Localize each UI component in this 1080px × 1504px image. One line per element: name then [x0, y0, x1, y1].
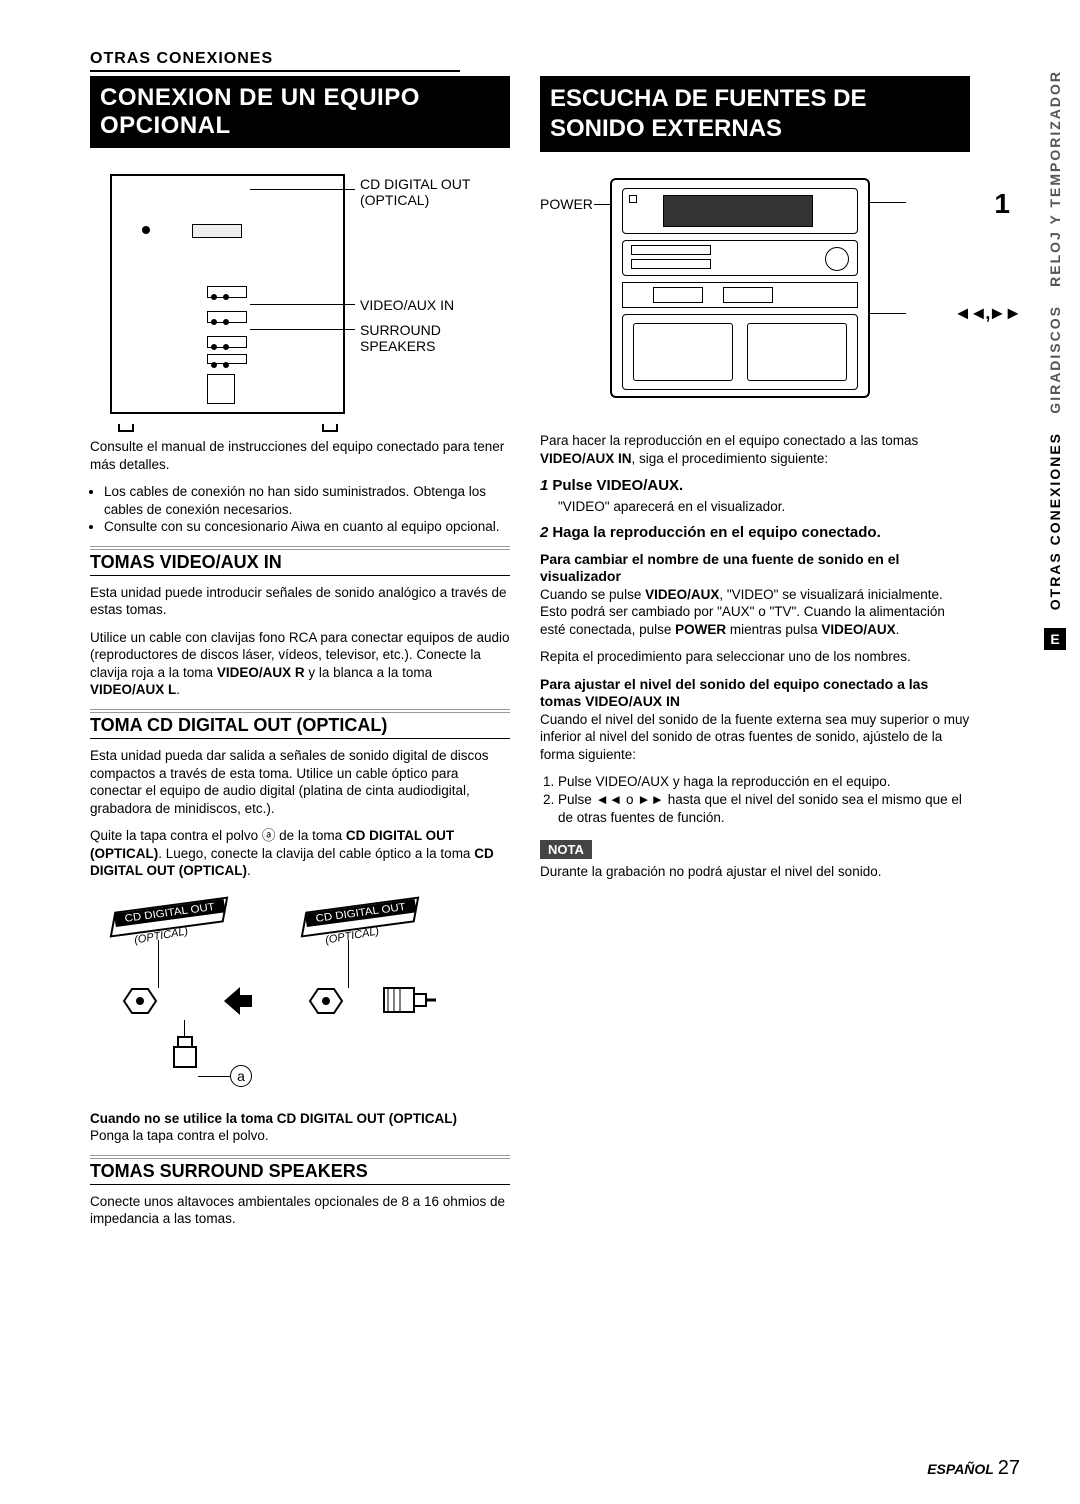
list-item: Pulse VIDEO/AUX y haga la reproducción e… [558, 773, 970, 791]
page-footer: ESPAÑOL 27 [927, 1457, 1020, 1480]
stereo-outline [610, 178, 870, 398]
intro-paragraph: Consulte el manual de instrucciones del … [90, 438, 510, 473]
label-cd-digital: CD DIGITAL OUT (OPTICAL) [360, 176, 470, 208]
subhead-rename: Para cambiar el nombre de una fuente de … [540, 551, 970, 586]
connection-diagram: CD DIGITAL OUT (OPTICAL) VIDEO/AUX IN SU… [90, 164, 510, 424]
sec2-p2: Quite la tapa contra el polvo ⓐ de la to… [90, 827, 510, 880]
subhead-level: Para ajustar el nivel del sonido del equ… [540, 676, 970, 711]
content-columns: CONEXION DE UN EQUIPO OPCIONAL CD DIGITA… [90, 76, 1040, 1238]
step-1-sub: "VIDEO" aparecerá en el visualizador. [558, 498, 970, 516]
device-outline [110, 174, 345, 414]
arrow-icon [220, 985, 256, 1017]
optical-diagram: CD DIGITAL OUT (OPTICAL) CD DIGITAL OUT … [90, 890, 510, 1100]
step-number-1: 1 [994, 188, 1010, 220]
cable-plug-icon [380, 978, 436, 1024]
rewind-forward-icon: ◄◄,►► [954, 303, 1020, 324]
plug-icon [308, 985, 344, 1017]
right-column: ESCUCHA DE FUENTES DE SONIDO EXTERNAS PO… [540, 76, 970, 1238]
nota-text: Durante la grabación no podrá ajustar el… [540, 863, 970, 881]
side-tabs: RELOJ Y TEMPORIZADOR GIRADISCOS OTRAS CO… [1042, 70, 1068, 650]
left-title-box: CONEXION DE UN EQUIPO OPCIONAL [90, 76, 510, 148]
step-2: 2Haga la reproducción en el equipo conec… [540, 524, 970, 541]
e-badge: E [1044, 628, 1066, 650]
left-column: CONEXION DE UN EQUIPO OPCIONAL CD DIGITA… [90, 76, 510, 1238]
sec3-p1: Conecte unos altavoces ambientales opcio… [90, 1193, 510, 1228]
sec1-p2: Utilice un cable con clavijas fono RCA p… [90, 629, 510, 699]
list-item: Pulse ◄◄ o ►► hasta que el nivel del son… [558, 791, 970, 826]
label-surround: SURROUND SPEAKERS [360, 322, 441, 354]
tab-otras-conexiones: OTRAS CONEXIONES [1047, 432, 1063, 610]
section-head-optical: TOMA CD DIGITAL OUT (OPTICAL) [90, 709, 510, 739]
page-header: OTRAS CONEXIONES [90, 50, 460, 72]
stereo-diagram: POWER [540, 168, 970, 418]
sec2-p3: Cuando no se utilice la toma CD DIGITAL … [90, 1110, 510, 1145]
section-head-videoaux: TOMAS VIDEO/AUX IN [90, 546, 510, 576]
a-marker: a [230, 1065, 252, 1087]
power-label: POWER [540, 196, 593, 212]
tab-reloj: RELOJ Y TEMPORIZADOR [1047, 70, 1063, 287]
nota-badge: NOTA [540, 840, 592, 859]
bullet-2: Consulte con su concesionario Aiwa en cu… [104, 518, 510, 536]
sub1-p: Cuando se pulse VIDEO/AUX, "VIDEO" se vi… [540, 586, 970, 639]
label-videoaux: VIDEO/AUX IN [360, 297, 454, 313]
tab-giradiscos: GIRADISCOS [1047, 305, 1063, 414]
sec2-p1: Esta unidad pueda dar salida a señales d… [90, 747, 510, 817]
plug-icon [122, 985, 158, 1017]
step-1: 1Pulse VIDEO/AUX. [540, 477, 970, 494]
sub1-p2: Repita el procedimiento para seleccionar… [540, 648, 970, 666]
sec1-p1: Esta unidad puede introducir señales de … [90, 584, 510, 619]
intro-bullets: Los cables de conexión no han sido sumin… [90, 483, 510, 536]
section-head-surround: TOMAS SURROUND SPEAKERS [90, 1155, 510, 1185]
sub2-list: Pulse VIDEO/AUX y haga la reproducción e… [540, 773, 970, 826]
right-intro: Para hacer la reproducción en el equipo … [540, 432, 970, 467]
sub2-p: Cuando el nivel del sonido de la fuente … [540, 711, 970, 764]
right-title-box: ESCUCHA DE FUENTES DE SONIDO EXTERNAS [540, 76, 970, 152]
dust-cap-icon [172, 1035, 198, 1071]
bullet-1: Los cables de conexión no han sido sumin… [104, 483, 510, 518]
